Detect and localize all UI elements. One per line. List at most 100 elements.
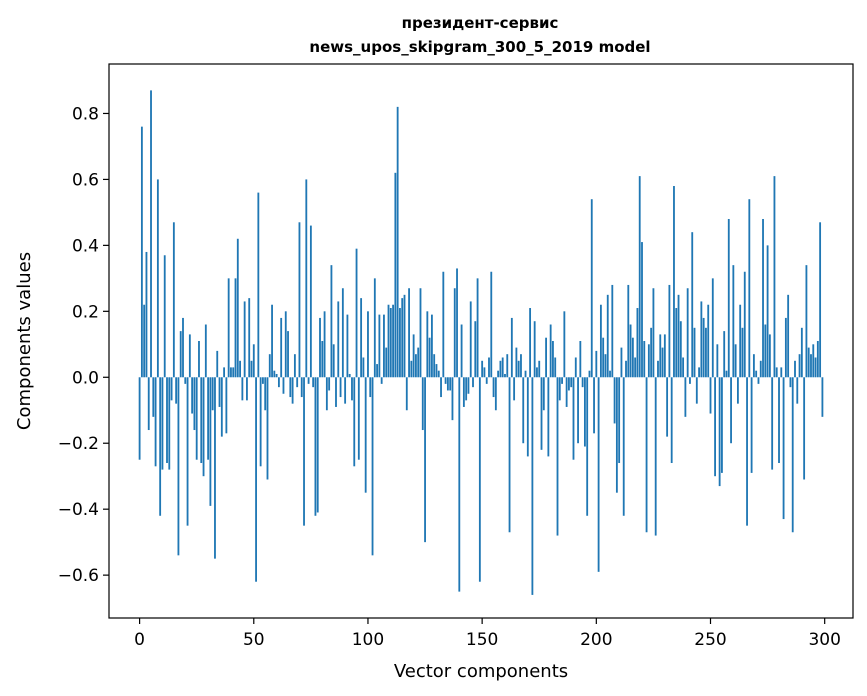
bar (675, 308, 678, 378)
bar (787, 294, 790, 378)
bar (702, 317, 705, 378)
bar (748, 199, 751, 378)
y-tick-label: −0.6 (58, 566, 99, 586)
bar (736, 377, 739, 404)
bar (451, 377, 454, 421)
bar (732, 265, 735, 378)
bar (805, 265, 808, 378)
bar (508, 377, 511, 533)
bar (490, 271, 493, 378)
bar (497, 370, 500, 378)
bar (552, 341, 554, 378)
bar (494, 377, 497, 411)
bar (211, 377, 214, 411)
bar (344, 377, 347, 404)
y-axis-title: Components values (14, 252, 35, 430)
bar (554, 357, 557, 378)
bar (152, 377, 155, 417)
bar (517, 360, 520, 378)
bar (798, 354, 801, 378)
bar (341, 288, 344, 378)
bar (590, 199, 593, 378)
bar (373, 278, 376, 378)
bar (609, 370, 611, 378)
bar (186, 377, 189, 526)
bar (677, 294, 680, 378)
bar (791, 377, 794, 533)
bar (426, 311, 429, 378)
bar (380, 377, 383, 384)
bar (483, 367, 486, 378)
bar (289, 377, 292, 398)
bar (773, 176, 776, 378)
bar (652, 288, 655, 378)
bar (599, 304, 602, 378)
bar (771, 377, 774, 470)
bar (705, 327, 707, 378)
bar (750, 377, 753, 473)
bar (670, 377, 673, 464)
bar (339, 377, 342, 398)
bar (257, 192, 260, 378)
y-tick-label: 0.8 (72, 104, 99, 124)
bar (565, 377, 568, 407)
bar (816, 341, 819, 378)
bar (138, 377, 141, 460)
x-tick-label: 150 (466, 630, 498, 650)
bar (442, 271, 445, 378)
bar (636, 308, 639, 378)
bar (456, 268, 458, 378)
bar (166, 377, 168, 464)
x-axis-ticks: 0 50 100 150 200 250 300 (134, 618, 841, 650)
bar (643, 341, 646, 378)
bar (727, 218, 730, 378)
bar (568, 377, 570, 391)
bar (613, 377, 616, 424)
bar (768, 334, 771, 378)
bar (243, 301, 246, 378)
bar (214, 377, 216, 559)
bar (193, 377, 196, 431)
bar (807, 347, 810, 378)
bar (405, 377, 408, 411)
bar (711, 278, 714, 378)
bar (730, 377, 732, 444)
bar (574, 357, 577, 378)
bar (446, 377, 449, 391)
bar (140, 126, 143, 378)
bar (618, 377, 621, 464)
bar (321, 341, 324, 378)
bar (266, 377, 269, 480)
bar (563, 311, 566, 378)
bar (604, 354, 607, 378)
bar (709, 377, 712, 414)
bar (259, 377, 262, 467)
bar (734, 344, 737, 378)
bar (780, 367, 783, 378)
bar (666, 377, 669, 437)
bar (595, 350, 598, 378)
bar (794, 360, 796, 378)
bar (225, 377, 228, 434)
bar (282, 377, 285, 394)
bar (579, 341, 582, 378)
bar (622, 377, 625, 516)
bar (602, 337, 605, 378)
bar (312, 377, 315, 388)
bar (227, 278, 230, 378)
bar (223, 367, 226, 378)
y-tick-label: 0.2 (72, 302, 99, 322)
bar (597, 377, 600, 572)
bar (264, 377, 267, 411)
bar (437, 370, 440, 378)
bar (428, 337, 431, 378)
bar (156, 179, 159, 378)
bar (218, 377, 221, 407)
bar (163, 255, 166, 378)
bar (378, 314, 381, 378)
bar (766, 245, 769, 378)
y-axis-ticks: −0.6 −0.4 −0.2 0.0 0.2 0.4 0.6 0.8 (58, 104, 109, 586)
bar (472, 377, 474, 388)
bar (520, 354, 522, 378)
bar (577, 377, 579, 444)
